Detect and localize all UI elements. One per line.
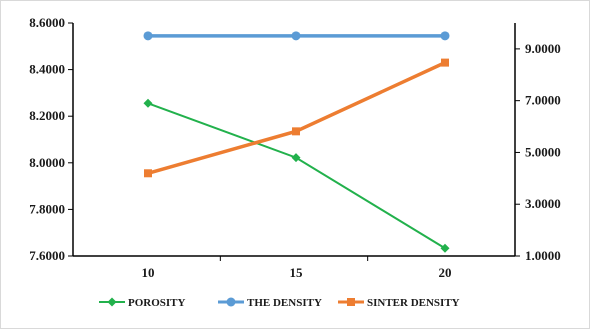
y-left-tick-label: 8.2000 xyxy=(29,108,65,123)
legend-swatch-marker-porosity xyxy=(107,297,117,307)
y-left-tick-label: 7.6000 xyxy=(29,248,65,263)
y-right-tick-label: 1.0000 xyxy=(525,248,561,263)
x-tick-label: 10 xyxy=(142,265,155,280)
y-left-tick-label: 8.6000 xyxy=(29,15,65,30)
legend-swatch-marker-sinter-density xyxy=(347,298,355,306)
legend-label-the-density: THE DENSITY xyxy=(247,297,322,309)
porosity-point xyxy=(143,98,153,108)
sinter-density-point xyxy=(144,169,152,178)
legend-label-sinter-density: SINTER DENSITY xyxy=(367,297,460,309)
the-density-point xyxy=(291,31,301,41)
porosity-line xyxy=(147,102,446,250)
y-left-tick-label: 8.0000 xyxy=(29,155,65,170)
y-right-tick-label: 5.0000 xyxy=(525,144,561,159)
y-left-tick-label: 7.8000 xyxy=(29,201,65,216)
legend-swatch-marker-the-density xyxy=(226,297,236,307)
the-density-point xyxy=(143,31,153,41)
x-tick-label: 20 xyxy=(439,265,452,280)
y-right-tick-label: 7.0000 xyxy=(525,93,561,108)
y-right-tick-label: 9.0000 xyxy=(525,41,561,56)
sinter-density-point xyxy=(292,127,300,136)
porosity-point xyxy=(291,153,301,163)
the-density-point xyxy=(440,31,450,41)
porosity-point xyxy=(440,243,450,253)
y-left-tick-label: 8.4000 xyxy=(29,62,65,77)
legend-label-porosity: POROSITY xyxy=(128,297,186,309)
y-right-tick-label: 3.0000 xyxy=(525,196,561,211)
x-tick-label: 15 xyxy=(290,265,304,280)
sinter-density-point xyxy=(441,58,449,67)
